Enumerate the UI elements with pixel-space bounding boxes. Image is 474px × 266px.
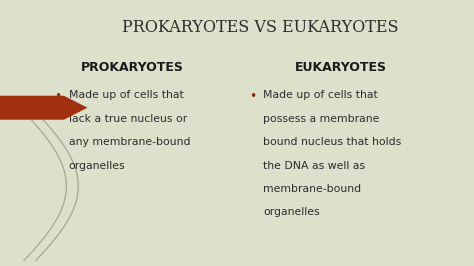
Text: Made up of cells that: Made up of cells that [69,90,183,101]
Text: possess a membrane: possess a membrane [263,114,380,124]
Text: any membrane-bound: any membrane-bound [69,137,190,147]
Text: membrane-bound: membrane-bound [263,184,361,194]
Text: PROKARYOTES VS EUKARYOTES: PROKARYOTES VS EUKARYOTES [122,19,399,36]
Text: •: • [55,90,62,103]
Text: organelles: organelles [263,207,319,218]
Text: bound nucleus that holds: bound nucleus that holds [263,137,401,147]
Text: •: • [249,90,256,103]
Polygon shape [0,96,87,120]
Text: Made up of cells that: Made up of cells that [263,90,378,101]
Text: PROKARYOTES: PROKARYOTES [81,61,184,74]
Text: lack a true nucleus or: lack a true nucleus or [69,114,187,124]
Text: the DNA as well as: the DNA as well as [263,161,365,171]
Text: EUKARYOTES: EUKARYOTES [295,61,387,74]
Text: organelles: organelles [69,161,125,171]
